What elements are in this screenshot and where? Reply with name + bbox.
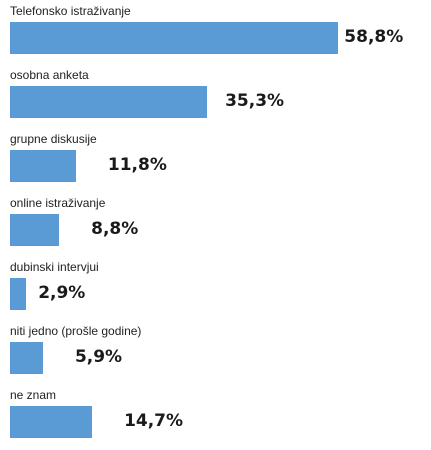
value-label: 14,7% — [124, 411, 184, 431]
category-label: osobna anketa — [10, 68, 89, 82]
bar — [10, 278, 27, 310]
bar — [10, 86, 208, 118]
value-label: 58,8% — [344, 27, 404, 47]
category-label: online istraživanje — [10, 196, 106, 210]
category-label: niti jedno (prošle godine) — [10, 324, 142, 338]
category-label: Telefonsko istraživanje — [10, 4, 131, 18]
value-label: 35,3% — [225, 91, 285, 111]
category-label: grupne diskusije — [10, 132, 97, 146]
category-label: ne znam — [10, 388, 57, 402]
bar — [10, 22, 339, 54]
value-label: 11,8% — [107, 155, 167, 175]
bar — [10, 150, 76, 182]
value-label: 5,9% — [74, 347, 123, 367]
bar — [10, 214, 60, 246]
bar — [10, 342, 43, 374]
value-label: 8,8% — [91, 219, 139, 239]
value-label: 2,9% — [38, 283, 86, 303]
bar — [10, 406, 93, 438]
category-label: dubinski intervjui — [10, 260, 99, 274]
